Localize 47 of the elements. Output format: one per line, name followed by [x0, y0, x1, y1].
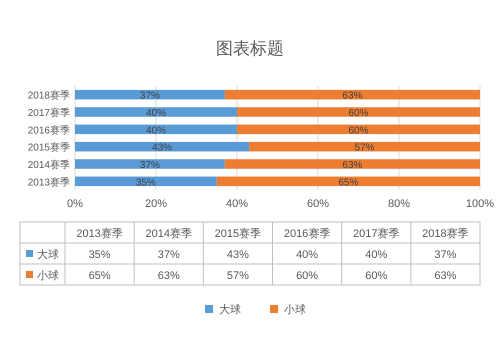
text: 43% [226, 249, 249, 261]
data-label: 35% [136, 177, 156, 188]
category-label: 2017赛季 [353, 228, 400, 240]
x-tick-label: 40% [226, 198, 248, 210]
x-tick-label: 100% [466, 198, 494, 210]
data-label: 37% [140, 90, 160, 102]
data-label: 40% [146, 108, 166, 119]
data-label: 40% [146, 125, 166, 136]
y-tick-label: 2016赛季 [28, 124, 70, 136]
text: 37% [158, 249, 180, 261]
y-tick-label: 2013赛季 [28, 176, 70, 188]
category-label: 2013赛季 [76, 228, 123, 240]
text: 65% [88, 270, 111, 282]
text: 60% [365, 270, 388, 282]
data-label: 63% [342, 90, 363, 102]
x-tick-label: 0% [67, 198, 84, 210]
x-tick-label: 80% [388, 198, 410, 210]
text: 37% [434, 249, 456, 261]
data-label: 60% [348, 125, 369, 136]
y-tick-label: 2015赛季 [28, 142, 70, 154]
data-label: 65% [338, 177, 358, 188]
category-label: 2016赛季 [284, 228, 330, 240]
text: 63% [158, 270, 180, 282]
text: 小球 [37, 270, 59, 282]
text: 63% [434, 270, 456, 282]
text: 35% [88, 249, 111, 261]
data-label: 57% [354, 142, 375, 154]
category-label: 2014赛季 [146, 228, 192, 240]
y-tick-label: 2018赛季 [28, 90, 70, 102]
x-tick-label: 60% [306, 198, 330, 210]
legend-label: 小球 [284, 303, 306, 316]
legend-label: 大球 [37, 248, 59, 261]
category-label: 2015赛季 [214, 228, 262, 240]
text: 40% [365, 249, 388, 261]
x-tick-label: 20% [144, 198, 168, 210]
y-tick-label: 2014赛季 [28, 159, 70, 171]
data-label: 60% [348, 108, 369, 119]
chart-title: 图表标题 [216, 39, 284, 58]
category-label: 2018赛季 [422, 228, 469, 240]
text: 60% [296, 270, 318, 282]
text: 40% [296, 249, 318, 261]
data-label: 63% [342, 160, 363, 171]
text: 57% [226, 270, 249, 282]
text: 大球 [219, 304, 241, 316]
data-label: 37% [140, 160, 160, 171]
y-tick-label: 2017赛季 [28, 107, 70, 119]
data-label: 43% [152, 142, 172, 154]
